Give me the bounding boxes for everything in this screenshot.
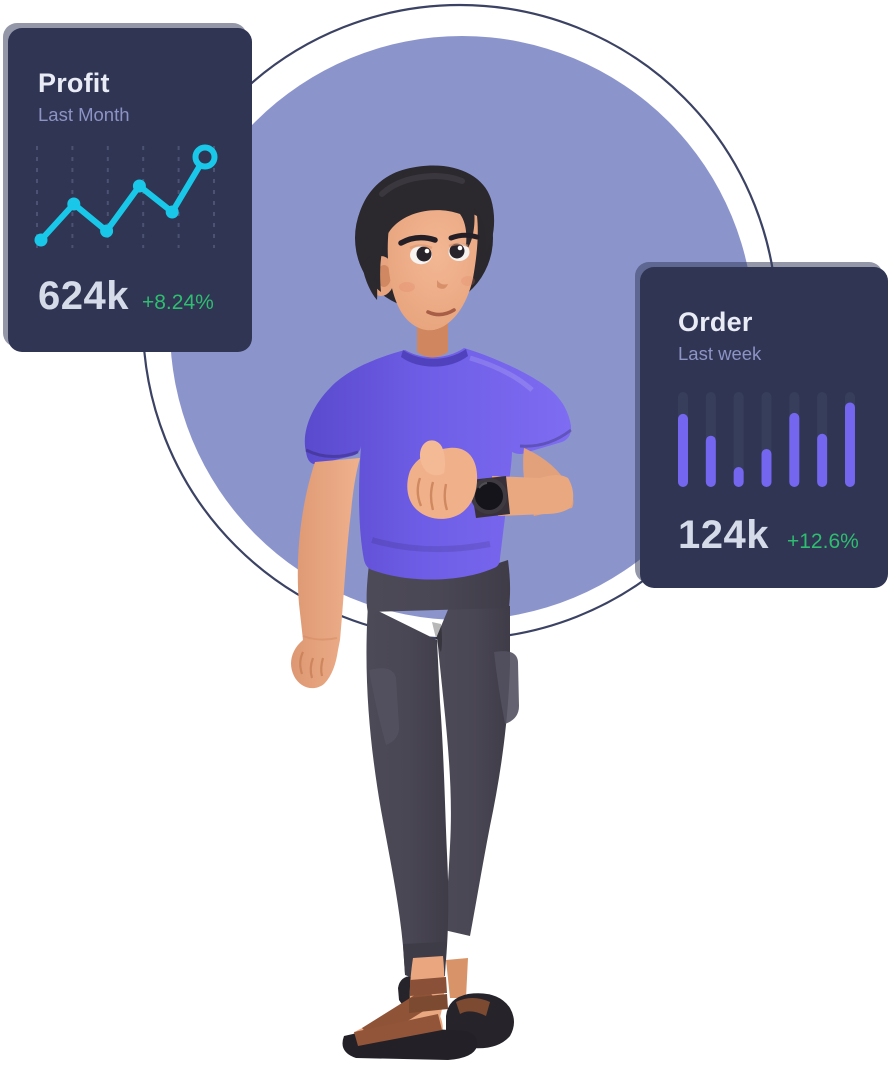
back-leg <box>437 600 510 936</box>
order-card: Order Last week 124k +12.6% <box>640 267 888 588</box>
profit-card-title: Profit <box>38 68 110 98</box>
order-card-stats: 124k +12.6% <box>678 513 859 558</box>
neck <box>417 310 448 358</box>
profit-card: Profit Last Month 624k +8.24% <box>8 28 252 352</box>
nose <box>437 280 448 289</box>
cheek-left <box>399 282 415 292</box>
front-leg <box>366 606 449 980</box>
order-bar-chart <box>678 392 855 487</box>
order-value: 124k <box>678 513 769 557</box>
thumbs-up-arm <box>407 440 574 519</box>
collar <box>401 349 468 367</box>
order-card-title: Order <box>678 307 753 337</box>
profit-card-stats: 624k +8.24% <box>38 274 214 319</box>
face <box>387 203 478 331</box>
eyebrow-left <box>398 234 438 246</box>
cargo-pocket-right <box>494 651 519 724</box>
profit-card-subtitle: Last Month <box>38 104 130 125</box>
hanging-arm <box>291 458 360 689</box>
eyebrow-right <box>448 232 480 241</box>
hair-front <box>355 165 495 292</box>
mouth <box>426 308 456 317</box>
cargo-pocket-left <box>369 668 400 745</box>
watch-face <box>471 478 507 514</box>
forearm <box>492 475 574 516</box>
order-card-subtitle: Last week <box>678 343 762 364</box>
profit-line-chart <box>34 144 218 248</box>
cheek-right <box>461 276 475 286</box>
order-delta: +12.6% <box>786 530 859 553</box>
profit-value: 624k <box>38 274 129 318</box>
head <box>355 165 495 358</box>
profit-delta: +8.24% <box>141 291 214 314</box>
front-sandal <box>342 956 478 1060</box>
hair-highlight <box>379 173 465 197</box>
thumb <box>419 440 446 476</box>
